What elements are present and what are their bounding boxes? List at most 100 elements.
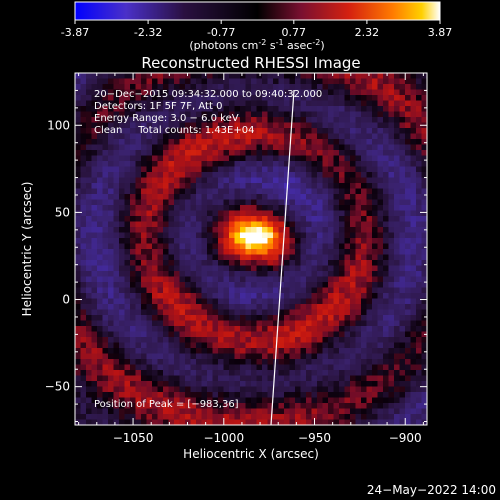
heatmap-cell — [361, 139, 367, 145]
heatmap-cell — [86, 342, 92, 349]
heatmap-cell — [113, 370, 120, 376]
heatmap-cell — [245, 194, 252, 200]
heatmap-cell — [207, 249, 213, 255]
heatmap-cell — [80, 172, 87, 178]
heatmap-cell — [410, 298, 417, 305]
heatmap-cell — [146, 177, 153, 184]
heatmap-cell — [119, 254, 125, 261]
heatmap-cell — [234, 381, 241, 387]
heatmap-cell — [174, 232, 180, 239]
heatmap-cell — [399, 254, 406, 261]
heatmap-cell — [350, 188, 356, 195]
heatmap-cell — [388, 337, 395, 343]
heatmap-cell — [240, 73, 246, 79]
heatmap-cell — [251, 392, 257, 398]
heatmap-cell — [328, 166, 334, 173]
heatmap-cell — [234, 408, 241, 415]
heatmap-cell — [196, 381, 202, 387]
heatmap-cell — [179, 304, 186, 310]
heatmap-cell — [377, 232, 384, 239]
heatmap-cell — [108, 194, 114, 200]
heatmap-cell — [245, 348, 252, 354]
heatmap-cell — [119, 216, 125, 222]
heatmap-cell — [130, 194, 136, 200]
heatmap-cell — [223, 370, 230, 376]
heatmap-cell — [80, 386, 87, 393]
heatmap-cell — [284, 271, 290, 277]
heatmap-cell — [289, 265, 296, 272]
heatmap-cell — [295, 166, 301, 173]
heatmap-cell — [267, 408, 274, 415]
heatmap-cell — [284, 249, 290, 255]
heatmap-cell — [372, 139, 378, 145]
heatmap-cell — [190, 216, 197, 222]
heatmap-cell — [97, 227, 103, 233]
heatmap-cell — [388, 205, 395, 211]
heatmap-cell — [196, 106, 202, 112]
heatmap-cell — [273, 122, 279, 129]
heatmap-cell — [311, 172, 318, 178]
heatmap-cell — [229, 133, 235, 140]
heatmap-cell — [278, 331, 285, 338]
heatmap-cell — [146, 139, 153, 145]
heatmap-cell — [234, 249, 241, 255]
heatmap-cell — [113, 188, 120, 195]
heatmap-cell — [317, 172, 323, 178]
heatmap-cell — [317, 78, 323, 85]
heatmap-cell — [344, 293, 351, 299]
heatmap-cell — [130, 265, 136, 272]
heatmap-cell — [124, 122, 131, 129]
heatmap-cell — [322, 183, 329, 189]
heatmap-cell — [146, 205, 153, 211]
heatmap-cell — [113, 293, 120, 299]
heatmap-cell — [394, 309, 400, 316]
heatmap-cell — [421, 95, 427, 101]
heatmap-cell — [146, 111, 153, 118]
heatmap-cell — [119, 331, 125, 338]
heatmap-cell — [218, 254, 224, 261]
heatmap-cell — [201, 144, 208, 151]
heatmap-cell — [75, 386, 81, 393]
heatmap-cell — [245, 166, 252, 173]
heatmap-cell — [97, 359, 103, 365]
heatmap-cell — [256, 249, 263, 255]
heatmap-cell — [97, 271, 103, 277]
heatmap-cell — [240, 194, 246, 200]
heatmap-cell — [399, 342, 406, 349]
heatmap-cell — [245, 100, 252, 107]
heatmap-cell — [410, 155, 417, 162]
heatmap-cell — [273, 84, 279, 90]
heatmap-cell — [267, 265, 274, 272]
heatmap-cell — [355, 276, 362, 283]
heatmap-cell — [80, 304, 87, 310]
heatmap-cell — [113, 397, 120, 404]
heatmap-cell — [410, 139, 417, 145]
heatmap-cell — [80, 315, 87, 321]
heatmap-cell — [179, 353, 186, 360]
heatmap-cell — [218, 315, 224, 321]
colorbar-tick-label: 0.77 — [282, 26, 307, 39]
heatmap-cell — [102, 227, 109, 233]
heatmap-cell — [421, 342, 427, 349]
heatmap-cell — [267, 260, 274, 266]
heatmap-cell — [284, 232, 290, 239]
heatmap-cell — [416, 139, 422, 145]
heatmap-cell — [196, 364, 202, 371]
heatmap-cell — [284, 342, 290, 349]
heatmap-cell — [372, 348, 378, 354]
heatmap-cell — [366, 78, 373, 85]
heatmap-cell — [201, 194, 208, 200]
heatmap-cell — [306, 276, 312, 283]
heatmap-cell — [97, 144, 103, 151]
heatmap-cell — [300, 194, 307, 200]
heatmap-cell — [262, 265, 268, 272]
heatmap-cell — [91, 309, 98, 316]
heatmap-cell — [240, 199, 246, 206]
heatmap-cell — [157, 243, 164, 250]
heatmap-cell — [377, 133, 384, 140]
heatmap-cell — [86, 150, 92, 156]
heatmap-cell — [119, 150, 125, 156]
heatmap-cell — [405, 348, 411, 354]
heatmap-cell — [75, 254, 81, 261]
heatmap-cell — [157, 265, 164, 272]
